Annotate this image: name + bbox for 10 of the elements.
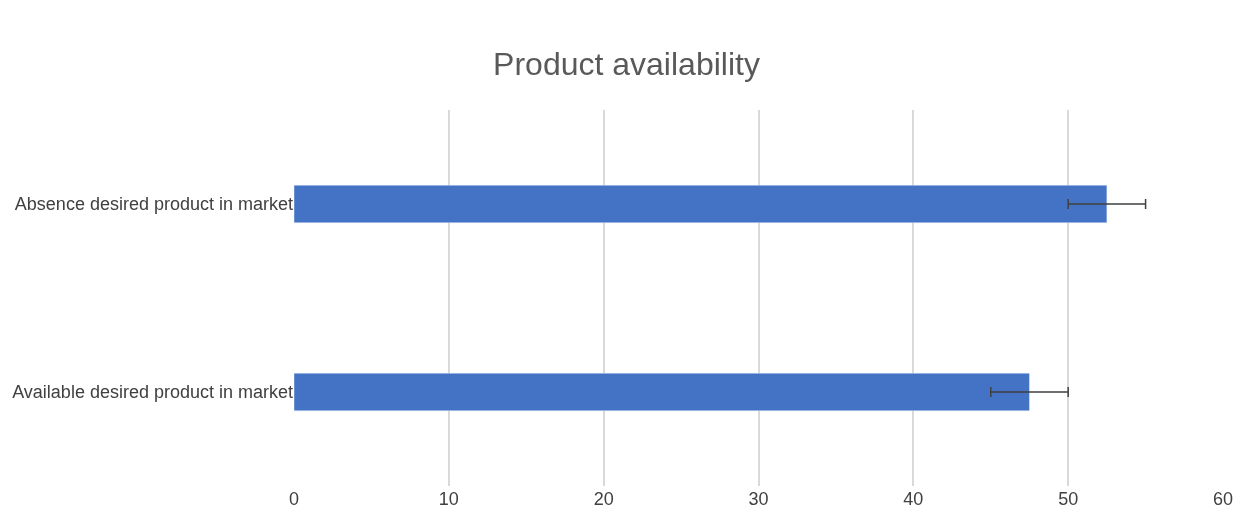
x-tick-label: 40: [903, 489, 924, 509]
x-tick-label: 20: [593, 489, 614, 509]
y-tick-label: Available desired product in market: [12, 382, 293, 403]
y-tick-label: Absence desired product in market: [14, 194, 293, 215]
chart-title: Product availability: [493, 46, 760, 82]
x-tick-label: 0: [288, 489, 300, 509]
x-tick-label: 10: [438, 489, 459, 509]
x-tick-label: 60: [1212, 489, 1234, 509]
x-tick-label: 50: [1058, 489, 1079, 509]
x-tick-label: 30: [748, 489, 769, 509]
